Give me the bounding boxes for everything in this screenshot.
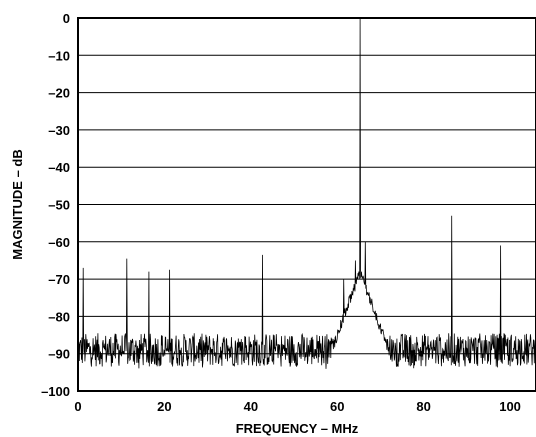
plot-frame bbox=[77, 17, 536, 392]
x-tick-label: 100 bbox=[499, 399, 521, 414]
spectrum-trace bbox=[77, 17, 536, 369]
trace-layer bbox=[77, 17, 536, 369]
y-tick-label: –10 bbox=[48, 48, 70, 63]
x-tick-label: 60 bbox=[330, 399, 344, 414]
y-tick-label: –60 bbox=[48, 235, 70, 250]
y-tick-label: –50 bbox=[48, 198, 70, 213]
y-tick-label: –80 bbox=[48, 309, 70, 324]
y-axis-title: MAGNITUDE – dB bbox=[10, 149, 25, 260]
y-tick-label: –30 bbox=[48, 123, 70, 138]
y-axis-tick-labels: 0 –10 –20 –30 –40 –50 –60 –70 –80 –90 –100 bbox=[41, 11, 70, 399]
y-tick-label: 0 bbox=[63, 11, 70, 26]
x-tick-label: 40 bbox=[244, 399, 258, 414]
y-tick-label: –20 bbox=[48, 86, 70, 101]
x-axis-tick-labels: 0 20 40 60 80 100 bbox=[74, 399, 521, 414]
y-tick-label: –90 bbox=[48, 347, 70, 362]
y-tick-label: –100 bbox=[41, 384, 70, 399]
y-tick-label: –70 bbox=[48, 272, 70, 287]
x-tick-label: 0 bbox=[74, 399, 81, 414]
y-tick-label: –40 bbox=[48, 160, 70, 175]
grid-lines bbox=[78, 54, 536, 355]
x-axis-title: FREQUENCY – MHz bbox=[236, 421, 359, 436]
x-tick-label: 20 bbox=[157, 399, 171, 414]
x-tick-label: 80 bbox=[416, 399, 430, 414]
